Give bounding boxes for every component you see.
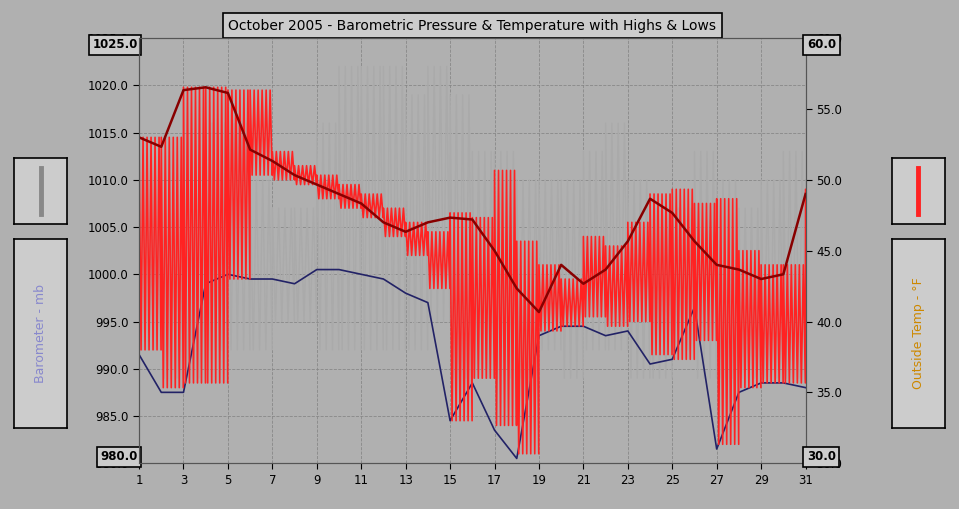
- Title: October 2005 - Barometric Pressure & Temperature with Highs & Lows: October 2005 - Barometric Pressure & Tem…: [228, 19, 716, 33]
- Text: 30.0: 30.0: [807, 450, 836, 463]
- Text: Barometer - mb: Barometer - mb: [35, 284, 47, 383]
- Text: 1025.0: 1025.0: [92, 38, 138, 51]
- Text: 60.0: 60.0: [807, 38, 836, 51]
- Text: Outside Temp - °F: Outside Temp - °F: [912, 277, 924, 389]
- Text: 980.0: 980.0: [101, 450, 138, 463]
